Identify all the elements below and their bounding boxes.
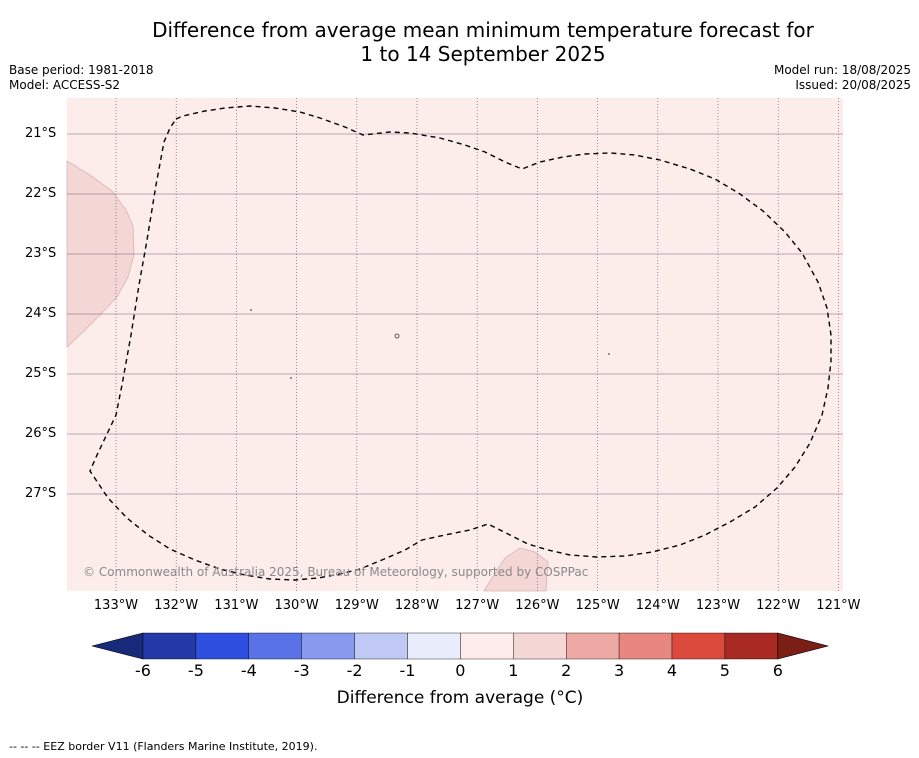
meta-left: Base period: 1981-2018 Model: ACCESS-S2 <box>9 63 154 93</box>
colorbar-tick: 5 <box>719 661 730 680</box>
chart-title: Difference from average mean minimum tem… <box>0 18 919 66</box>
title-line-1: Difference from average mean minimum tem… <box>152 18 814 42</box>
lat-label: 25°S <box>25 366 57 381</box>
colorbar-tick: 2 <box>561 661 572 680</box>
colorbar-segment <box>513 632 567 660</box>
lon-label: 133°W <box>93 598 139 613</box>
colorbar-segment <box>195 632 249 660</box>
model-run: Model run: 18/08/2025 <box>773 63 911 77</box>
colorbar-segment <box>248 632 302 660</box>
lon-label: 123°W <box>695 598 741 613</box>
meta-right: Model run: 18/08/2025 Issued: 20/08/2025 <box>774 63 911 93</box>
colorbar-tick: -6 <box>135 661 151 680</box>
base-period: Base period: 1981-2018 <box>9 63 154 77</box>
lat-label: 26°S <box>25 426 57 441</box>
lat-label: 23°S <box>25 246 57 261</box>
colorbar <box>91 632 830 660</box>
colorbar-tick: 4 <box>666 661 678 680</box>
lon-label: 126°W <box>515 598 560 613</box>
colorbar-segment <box>301 632 355 660</box>
eez-border <box>89 105 832 581</box>
footnote-eez: -- -- -- EEZ border V11 (Flanders Marine… <box>9 740 318 753</box>
lat-label: 22°S <box>25 186 57 201</box>
lon-label: 127°W <box>455 598 500 613</box>
issued-date: Issued: 20/08/2025 <box>795 78 911 92</box>
lon-label: 121°W <box>816 598 861 613</box>
latitude-gridlines <box>67 133 843 495</box>
colorbar-tick: 1 <box>508 661 519 680</box>
land-region-south <box>483 547 549 592</box>
colorbar-tick: -2 <box>346 661 363 680</box>
lat-label: 27°S <box>25 486 57 501</box>
colorbar-segment <box>142 632 197 660</box>
lat-label: 24°S <box>25 306 57 321</box>
lon-label: 129°W <box>334 598 379 613</box>
lon-label: 122°W <box>756 598 801 613</box>
colorbar-segment <box>460 632 514 660</box>
longitude-gridlines <box>115 98 839 591</box>
colorbar-segment <box>354 632 408 660</box>
colorbar-tick: -3 <box>293 661 310 680</box>
lon-label: 128°W <box>394 598 440 613</box>
colorbar-segment <box>618 632 673 660</box>
colorbar-tick: -1 <box>399 661 416 680</box>
title-line-2: 1 to 14 September 2025 <box>360 42 606 66</box>
colorbar-tick: 6 <box>772 661 783 680</box>
colorbar-segment <box>724 632 779 660</box>
lon-label: 125°W <box>575 598 620 613</box>
map-background <box>67 98 843 591</box>
colorbar-extend-low <box>91 632 144 660</box>
colorbar-label: Difference from average (°C) <box>336 688 584 708</box>
colorbar-tick: -4 <box>240 661 257 680</box>
colorbar-segment <box>671 632 726 660</box>
colorbar-tick: 0 <box>455 661 466 680</box>
lat-label: 21°S <box>25 126 57 141</box>
colorbar-tick: -5 <box>187 661 204 680</box>
lon-label: 132°W <box>154 598 199 613</box>
island-mark-2 <box>394 333 400 339</box>
model-name: Model: ACCESS-S2 <box>9 78 121 92</box>
lon-label: 131°W <box>214 598 259 613</box>
copyright-notice: © Commonwealth of Australia 2025, Bureau… <box>83 565 589 579</box>
colorbar-segment <box>407 632 461 660</box>
colorbar-segment <box>566 632 620 660</box>
lon-label: 124°W <box>635 598 680 613</box>
lon-label: 130°W <box>274 598 319 613</box>
colorbar-tick: 3 <box>614 661 625 680</box>
colorbar-extend-high <box>777 632 830 660</box>
